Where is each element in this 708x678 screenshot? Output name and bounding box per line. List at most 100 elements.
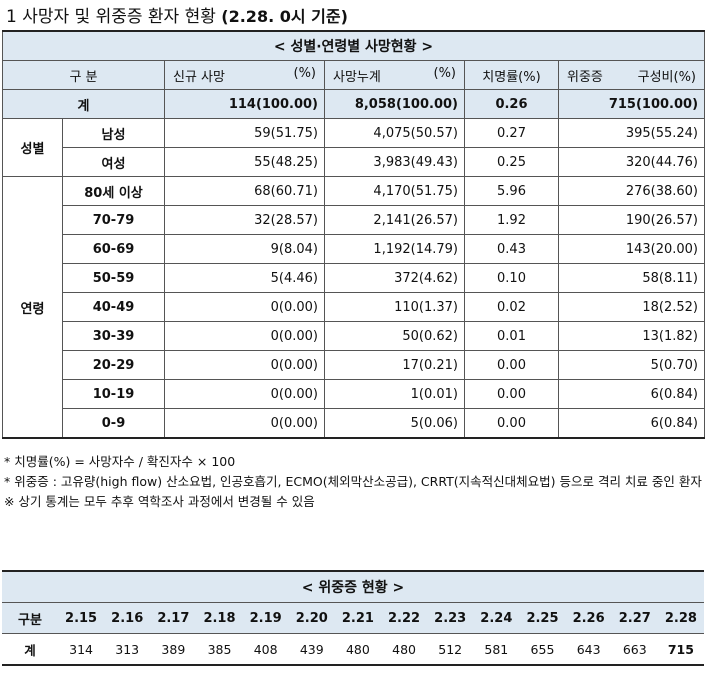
fatality-cell: 0.00 bbox=[464, 408, 559, 439]
fatality-cell: 5.96 bbox=[464, 176, 559, 206]
date-cell: 2.19 bbox=[242, 602, 289, 634]
cum-deaths-cell: 50(0.62) bbox=[324, 321, 465, 351]
row-label: 20-29 bbox=[62, 350, 165, 380]
table1-title: < 성별·연령별 사망현황 > bbox=[1, 30, 706, 61]
date-cell: 2.22 bbox=[380, 602, 428, 634]
date-cell: 2.17 bbox=[150, 602, 197, 634]
table-row: 50-59 5(4.46) 372(4.62) 0.10 58(8.11) bbox=[3, 263, 706, 293]
header-critical: 위중증 구성비(%) bbox=[557, 60, 706, 90]
row-label: 80세 이상 bbox=[62, 176, 165, 206]
fatality-cell: 0.10 bbox=[464, 263, 559, 293]
value-cell: 313 bbox=[104, 633, 151, 666]
critical-cell: 58(8.11) bbox=[557, 263, 706, 293]
critical-cell: 13(1.82) bbox=[557, 321, 706, 351]
row-label: 계 bbox=[2, 633, 58, 666]
table-row: 성별 남성 59(51.75) 4,075(50.57) 0.27 395(55… bbox=[2, 118, 706, 177]
critical-cell: 395(55.24) bbox=[557, 118, 706, 148]
value-cell: 512 bbox=[427, 633, 474, 666]
total-crit: 715(100.00) bbox=[557, 89, 706, 119]
new-deaths-cell: 9(8.04) bbox=[164, 234, 325, 264]
table-row: 60-69 9(8.04) 1,192(14.79) 0.43 143(20.0… bbox=[3, 234, 706, 264]
header-category: 구 분 bbox=[2, 60, 165, 90]
date-cell: 2.26 bbox=[565, 602, 612, 634]
cum-deaths-cell: 1(0.01) bbox=[324, 379, 465, 409]
total-label: 계 bbox=[2, 89, 165, 119]
cum-deaths-cell: 2,141(26.57) bbox=[324, 205, 465, 235]
cum-deaths-cell: 1,192(14.79) bbox=[324, 234, 465, 264]
row-label: 30-39 bbox=[62, 321, 165, 351]
row-label: 10-19 bbox=[62, 379, 165, 409]
new-deaths-cell: 59(51.75) bbox=[164, 118, 325, 148]
row-label: 40-49 bbox=[62, 292, 165, 322]
critical-cell: 190(26.57) bbox=[557, 205, 706, 235]
date-cell: 2.27 bbox=[611, 602, 658, 634]
critical-cell: 5(0.70) bbox=[557, 350, 706, 380]
cum-deaths-cell: 110(1.37) bbox=[324, 292, 465, 322]
table-row: 30-39 0(0.00) 50(0.62) 0.01 13(1.82) bbox=[3, 321, 706, 351]
value-cell: 480 bbox=[334, 633, 381, 666]
fatality-cell: 0.01 bbox=[464, 321, 559, 351]
total-cum: 8,058(100.00) bbox=[324, 89, 465, 119]
value-cell: 314 bbox=[58, 633, 105, 666]
row-label: 70-79 bbox=[62, 205, 165, 235]
new-deaths-cell: 5(4.46) bbox=[164, 263, 325, 293]
sex-group-label: 성별 bbox=[2, 118, 63, 177]
cum-deaths-cell: 4,170(51.75) bbox=[324, 176, 465, 206]
header-fatality: 치명률(%) bbox=[464, 60, 559, 90]
table1-total-row: 계 114(100.00) 8,058(100.00) 0.26 715(100… bbox=[2, 89, 706, 119]
new-deaths-cell: 68(60.71) bbox=[164, 176, 325, 206]
value-cell: 408 bbox=[242, 633, 289, 666]
table-row: 연령 80세 이상 68(60.71) 4,170(51.75) 5.96 27… bbox=[2, 176, 706, 439]
value-cell: 480 bbox=[380, 633, 428, 666]
heading-text: 1 사망자 및 위중증 환자 현황 bbox=[6, 7, 216, 27]
value-cell: 643 bbox=[565, 633, 612, 666]
date-cell: 2.24 bbox=[473, 602, 520, 634]
death-status-table: < 성별·연령별 사망현황 > 구 분 신규 사망 (%) 사망누계 (%) 치명률… bbox=[1, 30, 706, 439]
fatality-cell: 0.02 bbox=[464, 292, 559, 322]
date-cell: 2.18 bbox=[196, 602, 243, 634]
critical-cell: 18(2.52) bbox=[557, 292, 706, 322]
date-cell: 2.15 bbox=[58, 602, 105, 634]
age-group-label: 연령 bbox=[2, 176, 63, 439]
table2-date-row: 구분 2.15 2.16 2.17 2.18 2.19 2.20 2.21 2.… bbox=[2, 602, 704, 634]
header-new-deaths: 신규 사망 (%) bbox=[164, 60, 325, 90]
date-cell: 2.16 bbox=[104, 602, 151, 634]
value-cell: 655 bbox=[519, 633, 566, 666]
cum-deaths-cell: 17(0.21) bbox=[324, 350, 465, 380]
date-cell: 2.20 bbox=[288, 602, 335, 634]
new-deaths-cell: 55(48.25) bbox=[164, 147, 325, 177]
fatality-cell: 0.25 bbox=[464, 147, 559, 177]
cum-deaths-cell: 4,075(50.57) bbox=[324, 118, 465, 148]
critical-cell: 320(44.76) bbox=[557, 147, 706, 177]
date-cell: 2.21 bbox=[334, 602, 381, 634]
date-cell: 2.25 bbox=[519, 602, 566, 634]
table-row: 여성 55(48.25) 3,983(49.43) 0.25 320(44.76… bbox=[3, 147, 706, 177]
new-deaths-cell: 0(0.00) bbox=[164, 350, 325, 380]
value-cell: 389 bbox=[150, 633, 197, 666]
fatality-cell: 0.43 bbox=[464, 234, 559, 264]
total-rate: 0.26 bbox=[464, 89, 559, 119]
row-label: 0-9 bbox=[62, 408, 165, 439]
table2-value-row: 계 314 313 389 385 408 439 480 480 512 58… bbox=[2, 633, 704, 666]
critical-cell: 6(0.84) bbox=[557, 408, 706, 439]
row-label: 여성 bbox=[62, 147, 165, 177]
table1-header-row: 구 분 신규 사망 (%) 사망누계 (%) 치명률(%) 위중증 구성비(%) bbox=[2, 60, 706, 90]
cum-deaths-cell: 372(4.62) bbox=[324, 263, 465, 293]
date-cell: 2.23 bbox=[427, 602, 474, 634]
row-label: 남성 bbox=[62, 118, 165, 148]
header-cum-deaths: 사망누계 (%) bbox=[324, 60, 465, 90]
critical-status-table: < 위중증 현황 > 구분 2.15 2.16 2.17 2.18 2.19 2… bbox=[2, 570, 704, 666]
fatality-cell: 0.00 bbox=[464, 350, 559, 380]
date-cell: 2.28 bbox=[657, 602, 704, 634]
new-deaths-cell: 0(0.00) bbox=[164, 321, 325, 351]
value-cell: 715 bbox=[657, 633, 704, 666]
footnote-disclaimer: ※ 상기 통계는 모두 추후 역학조사 과정에서 변경될 수 있음 bbox=[4, 494, 315, 509]
fatality-cell: 0.27 bbox=[464, 118, 559, 148]
value-cell: 581 bbox=[473, 633, 520, 666]
cum-deaths-cell: 5(0.06) bbox=[324, 408, 465, 439]
value-cell: 663 bbox=[611, 633, 658, 666]
critical-cell: 6(0.84) bbox=[557, 379, 706, 409]
page-heading: 1 사망자 및 위중증 환자 현황 (2.28. 0시 기준) bbox=[6, 2, 348, 27]
table-row: 20-29 0(0.00) 17(0.21) 0.00 5(0.70) bbox=[3, 350, 706, 380]
total-new: 114(100.00) bbox=[164, 89, 325, 119]
